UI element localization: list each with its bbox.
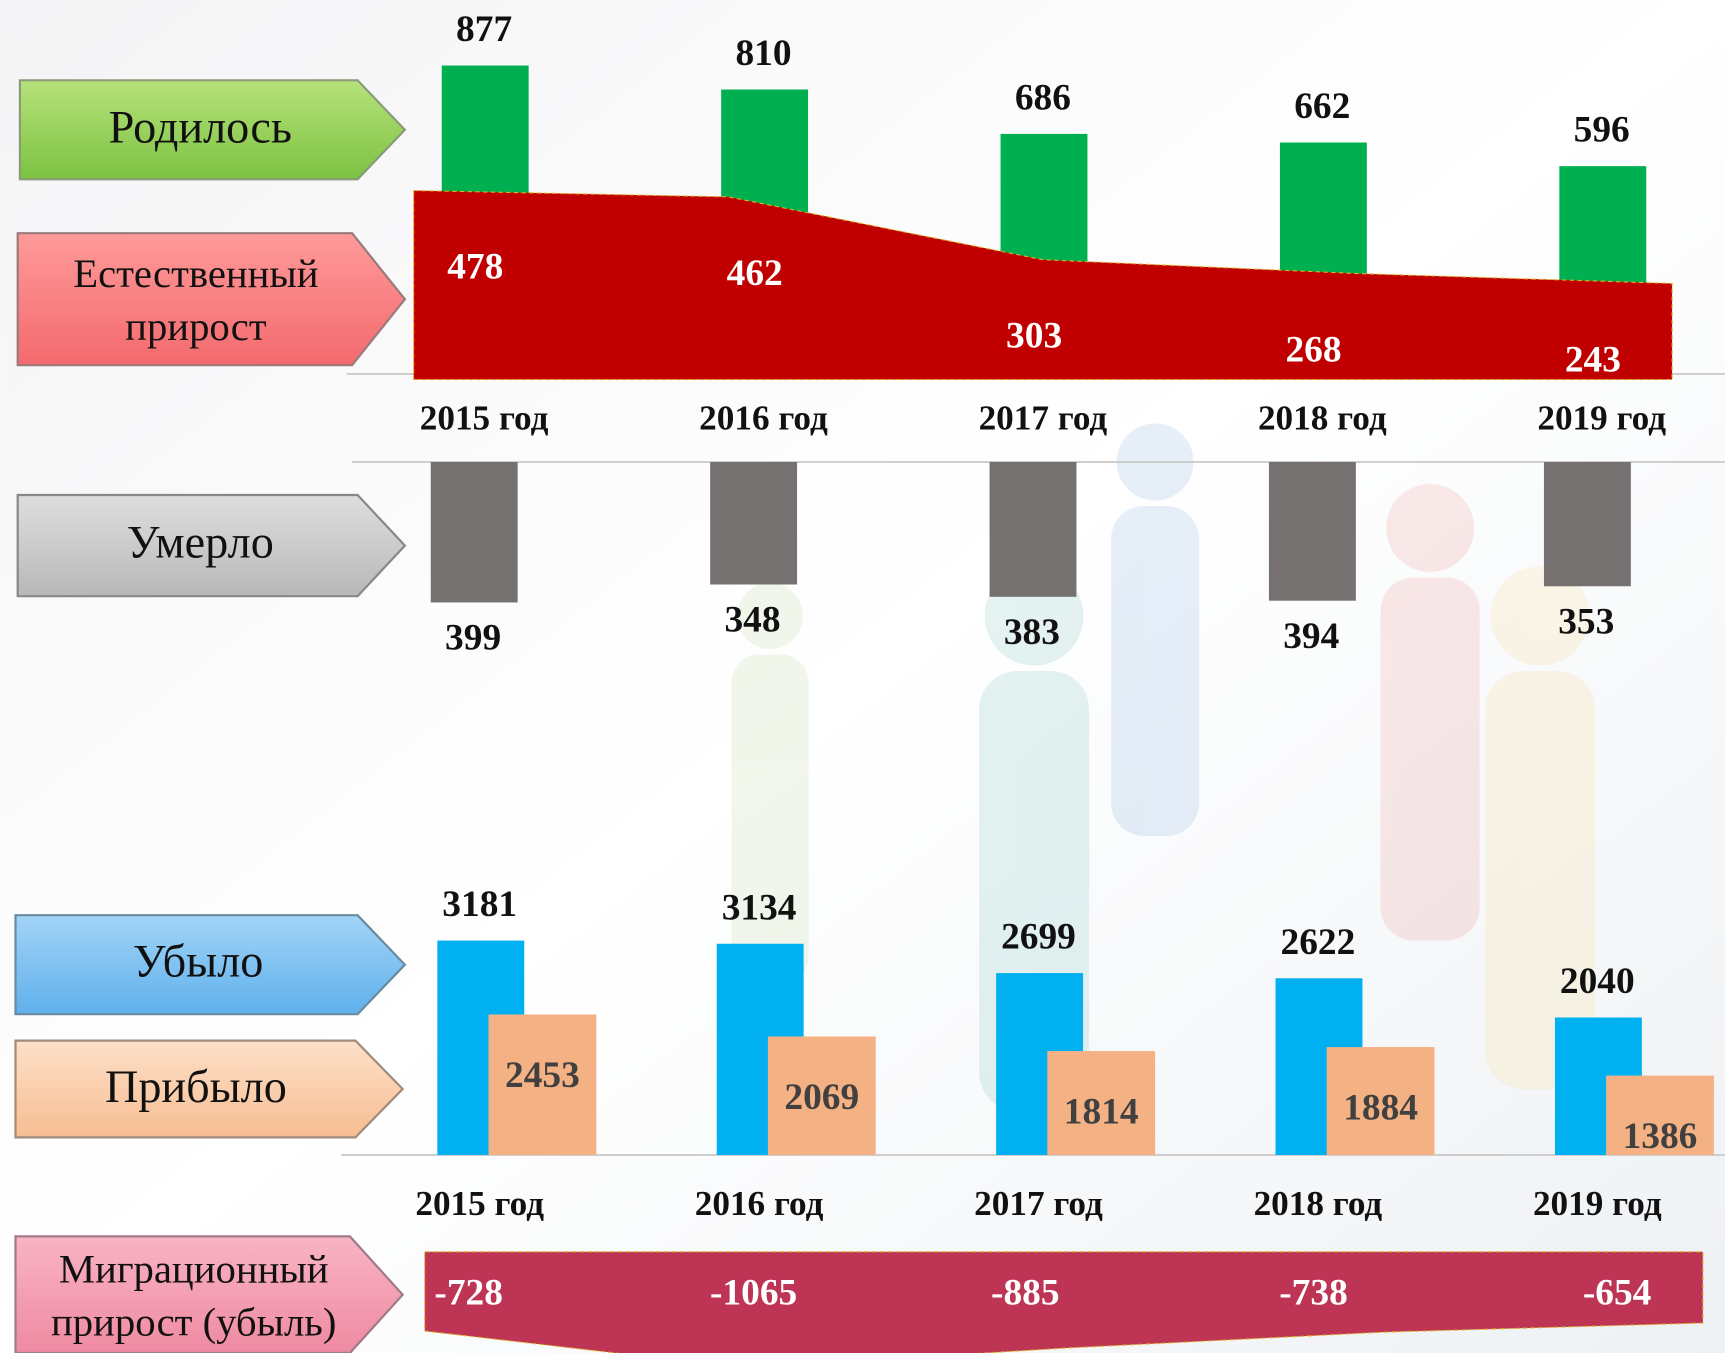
legend-arrow — [14, 1039, 405, 1139]
data-label: 394 — [1283, 616, 1339, 657]
x-tick-label: 2019 год — [1533, 1184, 1662, 1223]
legend-label: Умерло — [127, 516, 274, 567]
legend-arrows — [14, 79, 407, 1353]
legend-label: Родилось — [109, 102, 292, 153]
bar — [1606, 1075, 1714, 1155]
data-label: -1065 — [710, 1273, 797, 1314]
data-label: -654 — [1583, 1273, 1652, 1314]
x-tick-label: 2017 год — [979, 398, 1108, 437]
data-label: 2699 — [1001, 917, 1076, 958]
legend-arrow — [18, 79, 407, 181]
bar — [430, 462, 518, 603]
legend-arrow — [16, 493, 407, 598]
data-label: 2040 — [1560, 961, 1635, 1002]
data-label: 478 — [447, 247, 503, 288]
legend-arrow — [14, 914, 407, 1016]
data-label: 399 — [445, 618, 501, 659]
legend-arrow — [16, 232, 407, 367]
area — [424, 1251, 1704, 1353]
data-label: 348 — [724, 600, 780, 641]
data-label: 1884 — [1343, 1087, 1418, 1128]
data-label: 268 — [1285, 330, 1341, 371]
x-tick-label: 2018 год — [1254, 1184, 1383, 1223]
data-label: 2069 — [784, 1077, 859, 1118]
data-label: 462 — [727, 253, 783, 294]
data-label: 810 — [735, 33, 791, 74]
data-label: 2453 — [505, 1055, 580, 1096]
data-label: 686 — [1015, 77, 1071, 118]
area — [413, 189, 1673, 381]
data-label: 243 — [1565, 339, 1621, 380]
bar — [767, 1036, 876, 1155]
data-label: 353 — [1558, 601, 1614, 642]
x-tick-label: 2016 год — [699, 398, 828, 437]
bar — [488, 1014, 597, 1155]
bar — [1047, 1051, 1156, 1155]
data-label: 303 — [1006, 316, 1062, 357]
x-tick-label: 2017 год — [974, 1184, 1103, 1223]
x-tick-label: 2019 год — [1537, 398, 1666, 437]
x-tick-label: 2015 год — [415, 1184, 544, 1223]
data-label: 877 — [456, 9, 512, 50]
bar — [710, 462, 798, 585]
legend-label: Прибыло — [105, 1061, 287, 1112]
data-label: -738 — [1279, 1273, 1348, 1314]
legend-label: Миграционный прирост (убыль) — [51, 1247, 336, 1345]
x-tick-label: 2018 год — [1258, 398, 1387, 437]
bar — [1326, 1047, 1435, 1155]
bar — [1543, 462, 1631, 587]
data-label: 3181 — [442, 884, 517, 925]
data-label: 1386 — [1623, 1116, 1698, 1157]
data-label: -885 — [991, 1273, 1060, 1314]
x-tick-label: 2015 год — [420, 398, 549, 437]
legend-label: Убыло — [133, 935, 263, 986]
data-label: 3134 — [722, 887, 797, 928]
data-label: 1814 — [1064, 1091, 1139, 1132]
data-label: 662 — [1294, 86, 1350, 127]
data-label: 2622 — [1281, 922, 1356, 963]
x-tick-label: 2016 год — [695, 1184, 824, 1223]
legend-label: Естественный прирост — [73, 251, 318, 349]
bar — [1268, 462, 1356, 601]
data-label: -728 — [434, 1273, 503, 1314]
legend-arrow — [14, 1235, 405, 1353]
data-label: 596 — [1574, 110, 1630, 151]
data-label: 383 — [1004, 612, 1060, 653]
bar — [989, 462, 1077, 597]
